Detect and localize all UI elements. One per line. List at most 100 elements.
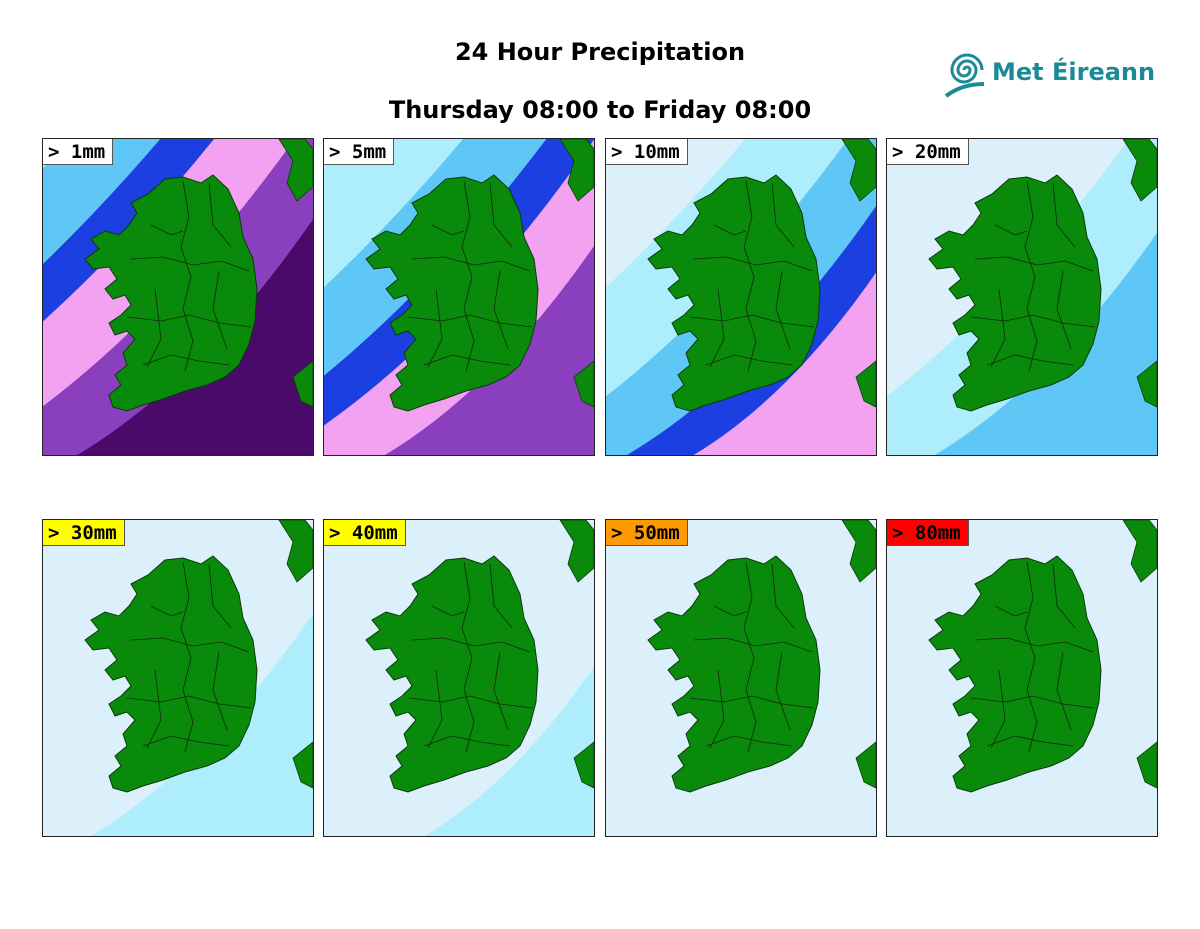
county-border [407,314,533,328]
precip-map-panel-40mm: > 40mm [323,519,595,837]
precip-map [84,520,313,836]
county-border [407,695,533,709]
britain-landmass [841,139,876,202]
county-border [493,651,509,731]
precip-map-panel-20mm: > 20mm [886,138,1158,456]
county-border [126,695,252,709]
precip-map [606,139,876,455]
chart-period: Thursday 08:00 to Friday 08:00 [388,96,812,124]
precip-map-panel-10mm: > 10mm [605,138,877,456]
county-border [150,224,184,236]
county-border [126,314,252,328]
county-border [212,651,228,731]
county-border [1024,180,1038,372]
rain-band-light_blue [424,666,594,836]
county-border [693,256,813,272]
ireland-landmass [928,174,1102,412]
county-border [994,224,1028,236]
precip-map-panel-5mm: > 5mm [323,138,595,456]
rain-band-light_blue [90,613,313,836]
wales-landmass [855,360,876,408]
county-border [990,288,1006,368]
britain-landmass [1122,520,1157,583]
rain-bands [424,666,594,836]
county-border [423,354,511,366]
britain-landmass [1122,139,1157,202]
county-border [743,561,757,753]
ireland-landmass [928,555,1102,793]
county-border [427,669,443,749]
county-border [431,224,465,236]
county-border [208,563,232,629]
county-border [130,256,250,272]
britain-landmass [841,520,876,583]
county-border [142,735,230,747]
county-border [705,354,793,366]
county-border [970,314,1096,328]
wales-landmass [1136,360,1157,408]
county-border [970,695,1096,709]
ireland-landmass [647,174,821,412]
precip-map [365,520,594,836]
county-border [427,288,443,368]
britain-landmass [559,520,594,583]
precip-map [43,139,313,455]
precip-map-panel-1mm: > 1mm [42,138,314,456]
county-border [146,288,162,368]
county-border [990,669,1006,749]
britain-landmass [278,139,313,202]
rain-band-pink [693,272,876,455]
county-border [180,561,194,753]
threshold-label: > 10mm [606,139,688,165]
county-border [493,270,509,350]
county-border [411,637,531,653]
county-border [986,735,1074,747]
threshold-label: > 30mm [43,520,125,546]
ireland-landmass [84,174,258,412]
threshold-label: > 40mm [324,520,406,546]
wales-landmass [1136,741,1157,789]
county-border [689,314,815,328]
county-border [180,180,194,372]
county-border [775,270,791,350]
threshold-label: > 5mm [324,139,395,165]
britain-landmass [278,520,313,583]
chart-title: 24 Hour Precipitation [454,38,746,66]
county-border [1024,561,1038,753]
threshold-label: > 1mm [43,139,114,165]
threshold-label: > 80mm [887,520,969,546]
britain-landmass [559,139,594,202]
county-border [693,637,813,653]
county-border [705,735,793,747]
county-border [994,605,1028,617]
county-border [431,605,465,617]
county-border [142,354,230,366]
ireland-landmass [647,555,821,793]
county-border [986,354,1074,366]
wales-landmass [292,360,313,408]
wales-landmass [292,741,313,789]
county-border [461,561,475,753]
county-border [1056,270,1072,350]
county-border [489,182,513,248]
county-border [423,735,511,747]
rain-band-purple [385,246,594,455]
county-border [1056,651,1072,731]
county-border [743,180,757,372]
met-eireann-swirl-icon [944,53,985,98]
rain-band-sky [934,232,1157,455]
county-border [489,563,513,629]
threshold-label: > 20mm [887,139,969,165]
county-border [461,180,475,372]
county-border [709,669,725,749]
wales-landmass [855,741,876,789]
county-border [1052,563,1076,629]
precip-map [647,520,876,793]
county-border [713,605,747,617]
county-border [150,605,184,617]
precip-map [928,520,1157,793]
rain-band-dark_purple [77,219,313,455]
county-border [771,563,795,629]
precip-map [324,139,594,455]
county-border [713,224,747,236]
